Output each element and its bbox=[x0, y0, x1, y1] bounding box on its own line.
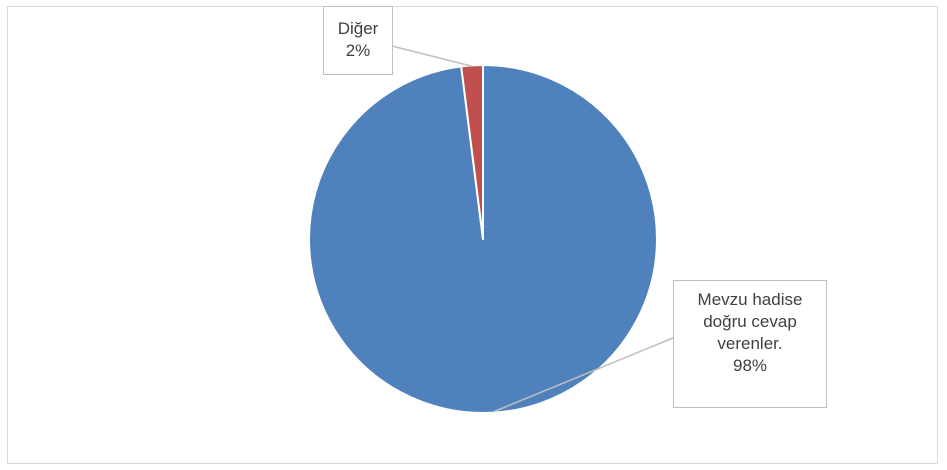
leader-line-mevzu bbox=[492, 337, 674, 413]
pie-slices bbox=[308, 64, 658, 414]
slice-name-diger: Diğer bbox=[337, 19, 379, 38]
slice-percent-mevzu: 98% bbox=[732, 356, 768, 375]
slice-name-mevzu-line-3: verenler. bbox=[717, 334, 783, 353]
slice-name-mevzu-line-1: Mevzu hadise bbox=[697, 290, 803, 309]
slice-name-mevzu-line-2: doğru cevap bbox=[703, 312, 797, 331]
leader-line-diger bbox=[391, 45, 472, 67]
slice-percent-diger: 2% bbox=[345, 41, 371, 60]
data-label-diger: Diğer 2% bbox=[323, 6, 393, 75]
data-label-mevzu: Mevzu hadise doğru cevap verenler. 98% bbox=[673, 280, 827, 408]
pie-slice-diger bbox=[460, 64, 484, 240]
